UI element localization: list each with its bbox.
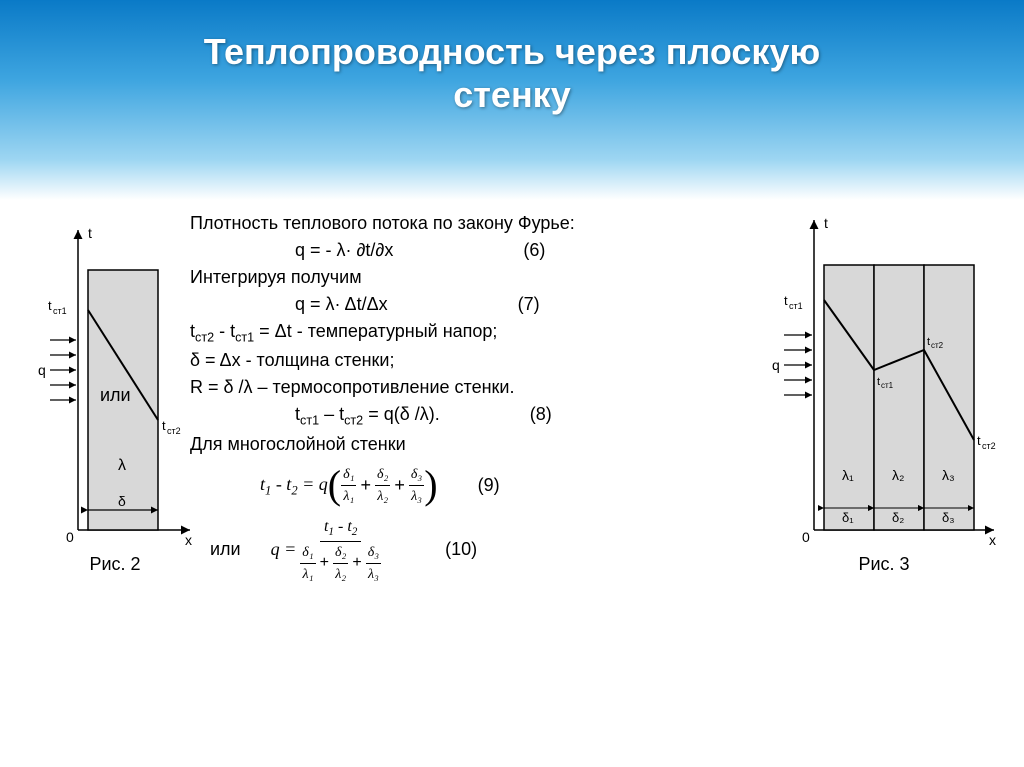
lambda-label: λ <box>118 457 126 474</box>
eq6-num: (6) <box>523 240 545 260</box>
eq9-l1: λ₁ <box>341 486 356 507</box>
figure-3: t x 0 tст1 tст1 tст2 tст2 q <box>764 210 1004 575</box>
figure-3-caption: Рис. 3 <box>764 554 1004 575</box>
slide-header: Теплопроводность через плоскую стенку <box>0 0 1024 200</box>
line-7: R = δ /λ – термосопротивление стенки. <box>190 374 710 401</box>
eq9-num: (9) <box>478 472 500 499</box>
slide-title: Теплопроводность через плоскую стенку <box>204 30 820 116</box>
eq9-d2: δ₂ <box>375 464 390 486</box>
delta-label: δ <box>118 493 126 509</box>
slide-content: t x 0 t ст1 t ст2 q λ <box>0 200 1024 767</box>
tst2-label: t <box>162 418 166 433</box>
eq7-num: (7) <box>518 294 540 314</box>
line-3: Интегрируя получим <box>190 264 710 291</box>
svg-text:δ₂: δ₂ <box>892 510 904 525</box>
eq10-num: (10) <box>445 536 477 563</box>
line-8: tст1 – tст2 = q(δ /λ). (8) <box>190 401 710 430</box>
eq9-l3: λ₃ <box>409 486 424 507</box>
svg-text:t: t <box>927 336 930 348</box>
eq10-frac: t1 - t2 δ₁λ₁ + δ₂λ₂ + δ₃λ₃ <box>296 515 385 585</box>
svg-text:x: x <box>989 532 996 548</box>
title-line-2: стенку <box>453 74 570 115</box>
eq10-q: q = <box>271 536 297 563</box>
figure-3-svg: t x 0 tст1 tст1 tст2 tст2 q <box>764 210 1004 550</box>
svg-text:0: 0 <box>802 529 810 545</box>
svg-text:t: t <box>877 376 880 388</box>
tst2-sub: ст2 <box>167 426 181 436</box>
title-line-1: Теплопроводность через плоскую <box>204 31 820 72</box>
line-2: q = - λ· ∂t/∂x (6) <box>190 237 710 264</box>
eq6: q = - λ· ∂t/∂x <box>295 240 393 260</box>
svg-text:λ₂: λ₂ <box>892 467 904 483</box>
eq9-l2: λ₂ <box>375 486 390 507</box>
svg-text:δ₁: δ₁ <box>842 510 854 525</box>
svg-text:δ₃: δ₃ <box>942 510 955 525</box>
line-5: tст2 - tст1 = Δt - температурный напор; <box>190 318 710 347</box>
q-arrows <box>50 340 76 400</box>
equation-10: или q = t1 - t2 δ₁λ₁ + δ₂λ₂ + δ₃λ₃ (10) <box>190 515 710 585</box>
equation-9: t1 - t2 = q ( δ₁λ₁ + δ₂λ₂ + δ₃λ₃ ) (9) <box>190 464 710 507</box>
svg-text:λ₃: λ₃ <box>942 467 955 483</box>
eq7: q = λ· Δt/Δx <box>295 294 388 314</box>
svg-text:t: t <box>977 433 981 448</box>
tst1-sub: ст1 <box>53 306 67 316</box>
svg-text:ст2: ст2 <box>931 341 944 350</box>
text-column: Плотность теплового потока по закону Фур… <box>190 210 710 585</box>
origin-label: 0 <box>66 529 74 545</box>
svg-text:t: t <box>784 293 788 308</box>
q-label: q <box>38 362 46 378</box>
svg-text:t: t <box>824 215 828 231</box>
tst1-label: t <box>48 298 52 313</box>
eq9-paren: ( δ₁λ₁ + δ₂λ₂ + δ₃λ₃ ) <box>328 464 438 507</box>
svg-text:ст1: ст1 <box>789 301 803 311</box>
svg-text:ст2: ст2 <box>982 441 996 451</box>
line-1: Плотность теплового потока по закону Фур… <box>190 210 710 237</box>
eq8-num: (8) <box>530 404 552 424</box>
eq9-lhs: t1 - t2 = q <box>260 471 328 500</box>
eq9-d1: δ₁ <box>341 464 356 486</box>
eq9-d3: δ₃ <box>409 464 424 486</box>
svg-text:λ₁: λ₁ <box>842 467 854 483</box>
svg-text:ст1: ст1 <box>881 381 894 390</box>
line-9: Для многослойной стенки <box>190 431 710 458</box>
svg-text:q: q <box>772 357 780 373</box>
eq10-pre: или <box>210 536 241 563</box>
figure-2-caption: Рис. 2 <box>30 554 200 575</box>
axis-t-label: t <box>88 225 92 241</box>
ili-left: или <box>100 385 131 406</box>
line-6: δ = Δx - толщина стенки; <box>190 347 710 374</box>
line-4: q = λ· Δt/Δx (7) <box>190 291 710 318</box>
